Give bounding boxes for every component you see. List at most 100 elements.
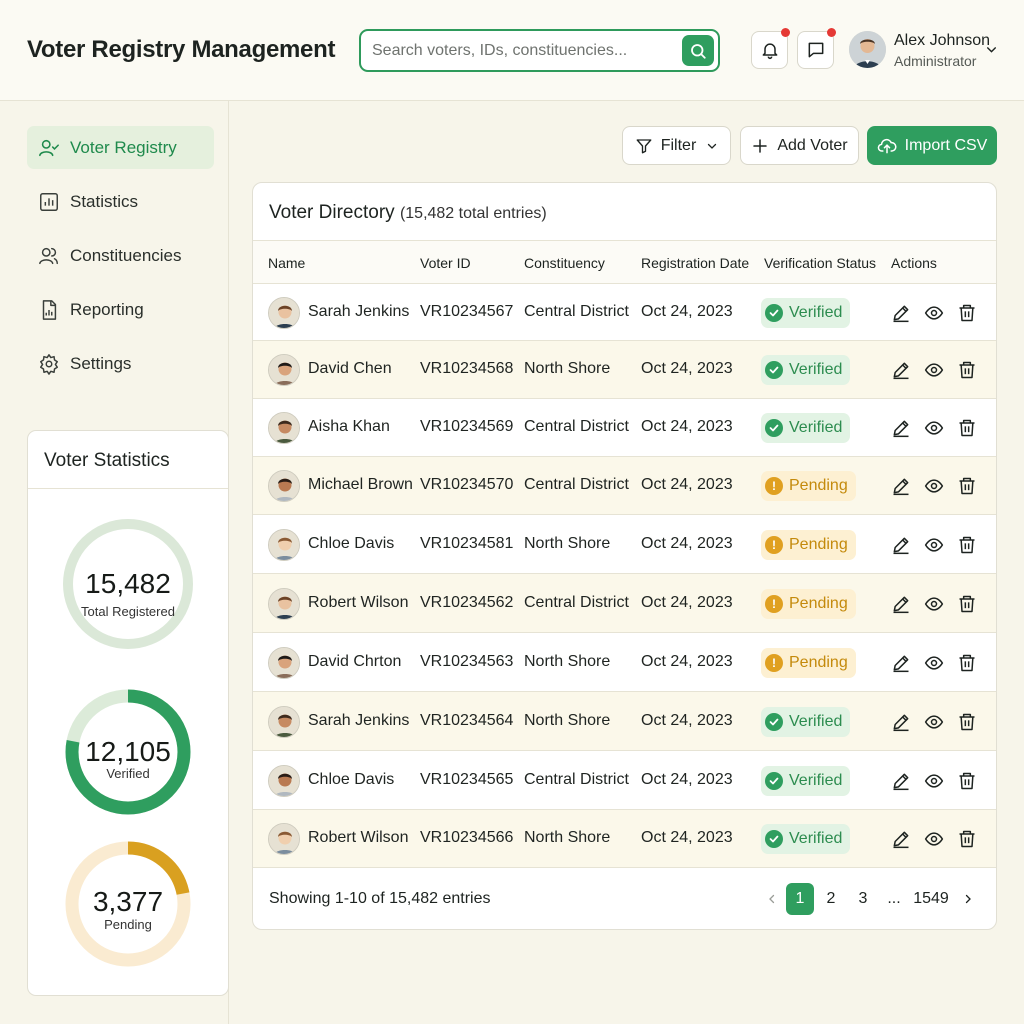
table-row[interactable]: Robert Wilson VR10234566 North Shore Oct… xyxy=(253,810,996,868)
edit-icon[interactable] xyxy=(891,535,911,555)
table-row[interactable]: David Chen VR10234568 North Shore Oct 24… xyxy=(253,341,996,399)
voter-name: Aisha Khan xyxy=(308,418,390,435)
user-name: Alex Johnson xyxy=(894,32,991,49)
voter-name: Sarah Jenkins xyxy=(308,302,410,320)
delete-icon[interactable] xyxy=(957,418,977,438)
user-role: Administrator xyxy=(894,53,977,69)
delete-icon[interactable] xyxy=(957,653,977,673)
verified-label: Verified xyxy=(106,766,150,781)
search-input[interactable] xyxy=(372,40,672,62)
pagination-prev-button[interactable] xyxy=(758,883,786,915)
table-row[interactable]: Michael Brown VR10234570 Central Distric… xyxy=(253,457,996,515)
table-count: (15,482 total entries) xyxy=(399,205,547,222)
sidebar-item-constituencies[interactable]: Constituencies xyxy=(27,234,214,277)
edit-icon[interactable] xyxy=(891,360,911,380)
add-voter-label: Add Voter xyxy=(777,136,848,154)
voter-avatar xyxy=(268,764,300,797)
status-badge: ! Pending xyxy=(761,588,856,619)
add-voter-button[interactable]: Add Voter xyxy=(740,126,859,165)
search-icon xyxy=(691,43,706,59)
column-header-actions: Actions xyxy=(891,255,937,271)
voter-id: VR10234581 xyxy=(420,534,514,552)
edit-icon[interactable] xyxy=(891,712,911,732)
sidebar-item-reporting[interactable]: Reporting xyxy=(27,288,214,331)
search-bar[interactable] xyxy=(359,29,720,72)
edit-icon[interactable] xyxy=(891,594,911,614)
delete-icon[interactable] xyxy=(957,360,977,380)
delete-icon[interactable] xyxy=(957,712,977,732)
edit-icon[interactable] xyxy=(891,653,911,673)
view-icon[interactable] xyxy=(924,653,944,673)
pagination-summary: Showing 1-10 of 15,482 entries xyxy=(269,890,491,907)
filter-button[interactable]: Filter xyxy=(622,126,731,165)
gear-icon xyxy=(40,353,58,375)
delete-icon[interactable] xyxy=(957,771,977,791)
sidebar-item-settings[interactable]: Settings xyxy=(27,342,214,385)
view-icon[interactable] xyxy=(924,829,944,849)
registration-date: Oct 24, 2023 xyxy=(641,476,733,493)
view-icon[interactable] xyxy=(924,418,944,438)
edit-icon[interactable] xyxy=(891,771,911,791)
view-icon[interactable] xyxy=(924,535,944,555)
delete-icon[interactable] xyxy=(957,594,977,614)
pagination-page-2[interactable]: 2 xyxy=(826,890,836,907)
view-icon[interactable] xyxy=(924,303,944,323)
sidebar-item-label: Statistics xyxy=(70,191,139,211)
pending-arc xyxy=(65,841,191,967)
status-label: Verified xyxy=(789,419,843,436)
edit-icon[interactable] xyxy=(891,829,911,849)
import-csv-button[interactable]: Import CSV xyxy=(867,126,997,165)
pagination-page-last[interactable]: 1549 xyxy=(913,890,949,907)
voter-id: VR10234568 xyxy=(420,360,514,377)
chevron-right-icon xyxy=(965,894,971,904)
edit-icon[interactable] xyxy=(891,418,911,438)
table-row[interactable]: David Chrton VR10234563 North Shore Oct … xyxy=(253,633,996,692)
pagination-page-3[interactable]: 3 xyxy=(858,890,868,907)
delete-icon[interactable] xyxy=(957,829,977,849)
app-title: Voter Registry Management xyxy=(27,36,336,63)
table-row[interactable]: Sarah Jenkins VR10234564 North Shore Oct… xyxy=(253,692,996,751)
pending-value: 3,377 xyxy=(92,886,164,917)
column-header-registration-date[interactable]: Registration Date xyxy=(641,255,750,271)
voter-avatar xyxy=(268,470,300,502)
exclamation-icon: ! xyxy=(765,653,783,672)
user-avatar[interactable] xyxy=(849,31,886,68)
view-icon[interactable] xyxy=(924,594,944,614)
check-circle-icon xyxy=(765,361,783,379)
chevron-down-icon[interactable] xyxy=(985,43,998,61)
voter-name: David Chrton xyxy=(308,652,402,670)
notifications-button[interactable] xyxy=(751,28,790,69)
card-title: Voter Directory (15,482 total entries) xyxy=(269,202,547,224)
column-header-name[interactable]: Name xyxy=(268,255,306,271)
table-row[interactable]: Robert Wilson VR10234562 Central Distric… xyxy=(253,574,996,633)
view-icon[interactable] xyxy=(924,712,944,732)
search-button[interactable] xyxy=(682,35,714,66)
column-header-voter-id[interactable]: Voter ID xyxy=(420,255,471,271)
column-header-verification-status[interactable]: Verification Status xyxy=(764,255,877,271)
table-row[interactable]: Chloe Davis VR10234565 Central District … xyxy=(253,751,996,810)
delete-icon[interactable] xyxy=(957,535,977,555)
messages-button[interactable] xyxy=(797,28,836,69)
voter-avatar xyxy=(268,528,300,561)
pagination-next-button[interactable] xyxy=(954,883,982,915)
table-row[interactable]: Aisha Khan VR10234569 Central District O… xyxy=(253,399,996,457)
voter-constituency: North Shore xyxy=(524,711,611,729)
table-row[interactable]: Chloe Davis VR10234581 North Shore Oct 2… xyxy=(253,515,996,574)
view-icon[interactable] xyxy=(924,771,944,791)
sidebar-item-statistics[interactable]: Statistics xyxy=(27,180,214,223)
delete-icon[interactable] xyxy=(957,303,977,323)
delete-icon[interactable] xyxy=(957,476,977,496)
filter-label: Filter xyxy=(660,136,697,154)
voter-constituency: North Shore xyxy=(524,829,611,846)
view-icon[interactable] xyxy=(924,360,944,380)
edit-icon[interactable] xyxy=(891,303,911,323)
pagination-page-1[interactable]: 1 xyxy=(786,883,814,915)
registration-date: Oct 24, 2023 xyxy=(641,711,733,729)
voter-constituency: North Shore xyxy=(524,360,611,377)
table-row[interactable]: Sarah Jenkins VR10234567 Central Distric… xyxy=(253,284,996,341)
sidebar-item-voter-registry[interactable]: Voter Registry xyxy=(27,126,214,169)
column-header-constituency[interactable]: Constituency xyxy=(524,255,605,271)
notification-dot xyxy=(827,28,836,37)
view-icon[interactable] xyxy=(924,476,944,496)
edit-icon[interactable] xyxy=(891,476,911,496)
